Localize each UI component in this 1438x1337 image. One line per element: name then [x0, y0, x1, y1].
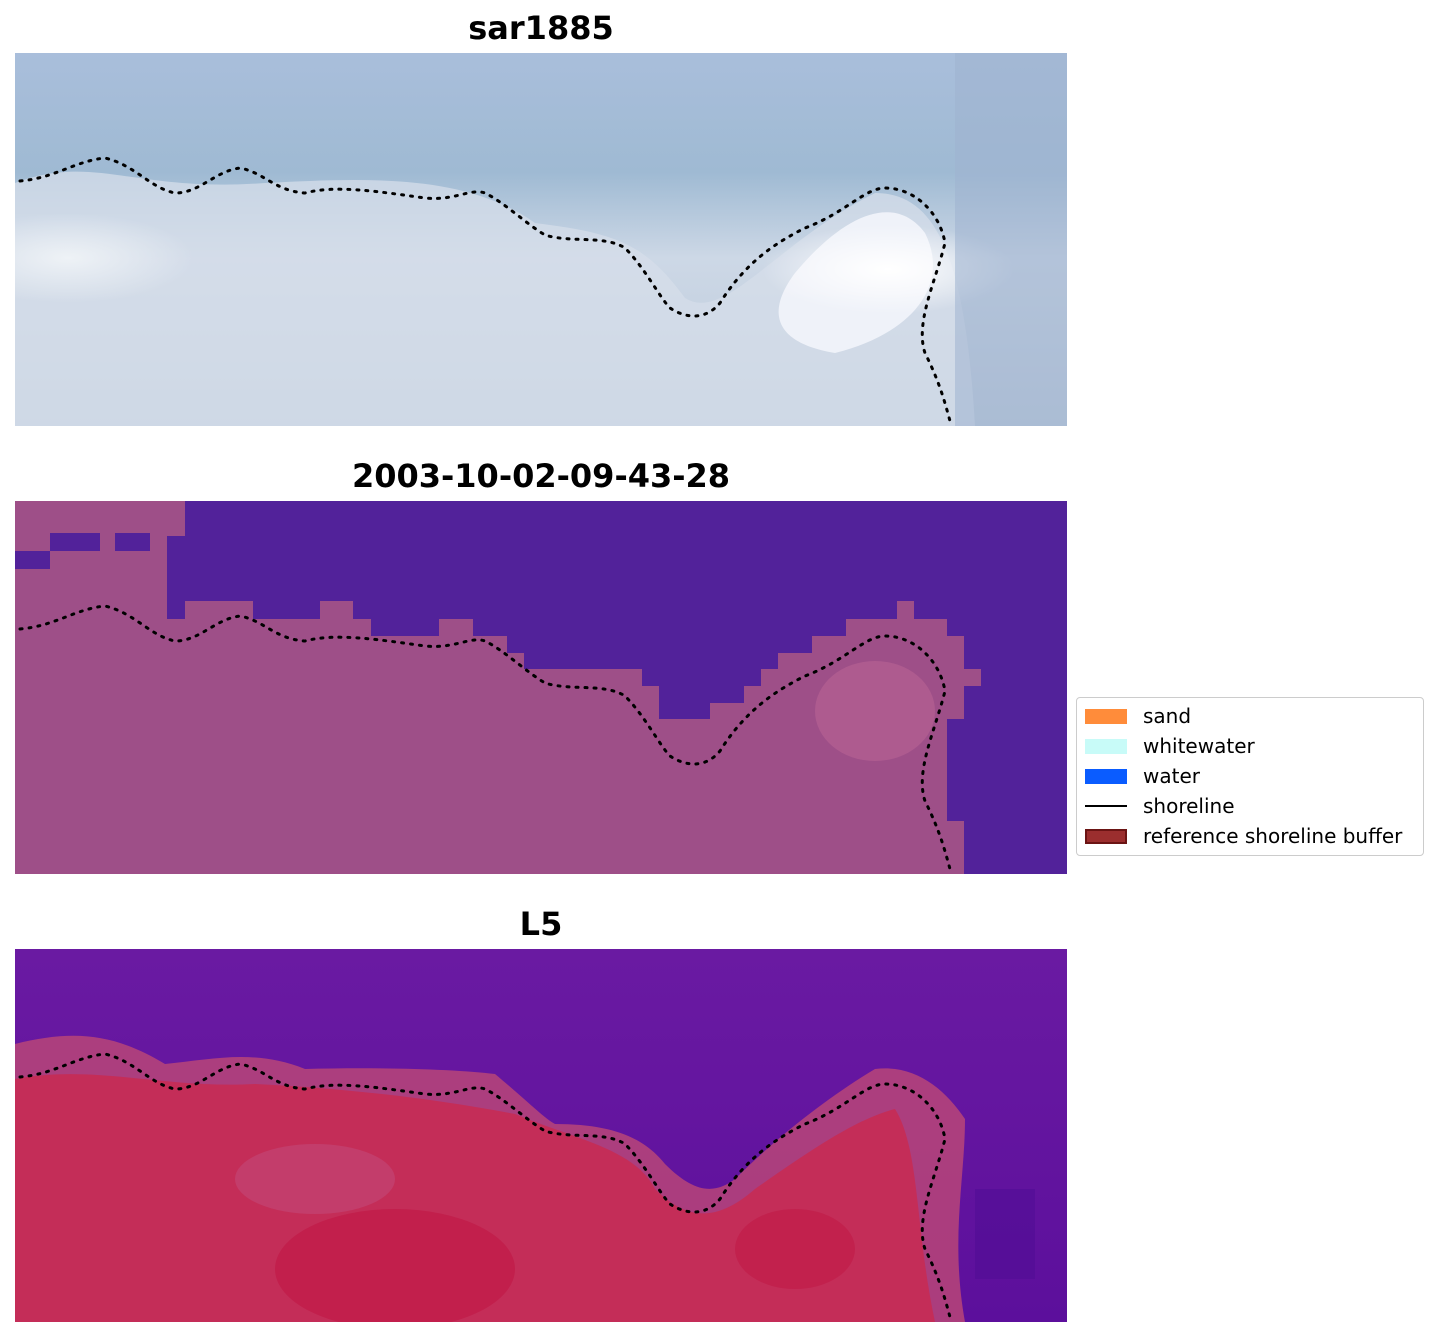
classification-panel: [15, 501, 1067, 874]
legend-label: water: [1143, 764, 1200, 788]
panel-title-classification: 2003-10-02-09-43-28: [351, 457, 731, 495]
legend-label: sand: [1143, 704, 1192, 728]
legend-item-shoreline: shoreline: [1085, 793, 1235, 819]
reference-buffer-swatch: [1085, 828, 1127, 844]
panel-title-rgb: sar1885: [468, 9, 614, 47]
index-panel: [15, 949, 1067, 1322]
shoreline-swatch: [1085, 805, 1127, 807]
whitewater-swatch: [1085, 738, 1127, 754]
legend-label: reference shoreline buffer: [1143, 824, 1403, 848]
shoreline-line: [18, 604, 952, 871]
shoreline-line: [18, 1052, 952, 1319]
legend-item-sand: sand: [1085, 703, 1191, 729]
shoreline-line: [18, 156, 952, 423]
legend-label: whitewater: [1143, 734, 1255, 758]
legend-item-whitewater: whitewater: [1085, 733, 1255, 759]
legend: sand whitewater water shoreline referenc…: [1076, 697, 1424, 856]
panel-title-index: L5: [519, 905, 563, 943]
legend-item-water: water: [1085, 763, 1200, 789]
water-swatch: [1085, 768, 1127, 784]
rgb-image: [15, 53, 1067, 426]
classification-image: [15, 501, 1067, 874]
sand-swatch: [1085, 708, 1127, 724]
index-image: [15, 949, 1067, 1322]
legend-item-reference-buffer: reference shoreline buffer: [1085, 823, 1402, 849]
rgb-image-panel: [15, 53, 1067, 426]
legend-label: shoreline: [1143, 794, 1235, 818]
